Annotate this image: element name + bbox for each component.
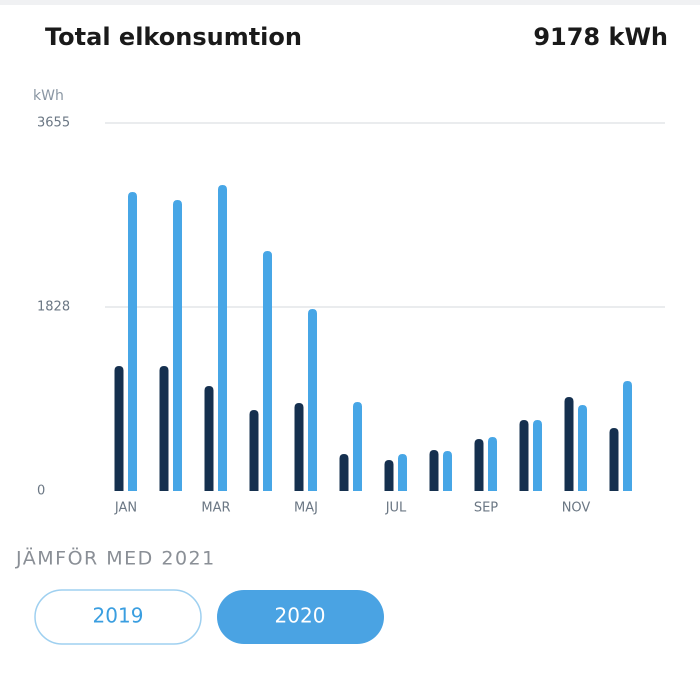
year-button-label[interactable]: 2020 [275, 604, 326, 628]
year-button-selected[interactable] [217, 590, 384, 644]
bar [249, 410, 259, 491]
bar [623, 380, 632, 491]
chart: 0 1828 3655 JAN MAR MAJ JUL SEP NOV [37, 116, 665, 516]
bar [609, 427, 619, 491]
bar [263, 250, 272, 491]
y-axis-label: kWh [33, 88, 64, 104]
x-tick-label: NOV [562, 501, 591, 516]
y-tick-label: 3655 [37, 116, 70, 131]
x-tick-label: MAJ [294, 501, 318, 516]
bar [429, 450, 439, 491]
title: Total elkonsumtion [45, 23, 302, 51]
year-button[interactable] [34, 589, 202, 645]
year-button-label[interactable]: 2019 [93, 604, 144, 628]
compare-label: JÄMFÖR MED 2021 [15, 547, 216, 570]
total: 9178 kWh [533, 23, 668, 51]
x-tick-label: SEP [474, 501, 498, 516]
x-tick-label: MAR [201, 501, 230, 516]
bar [519, 420, 529, 491]
y-tick-label: 1828 [37, 299, 70, 314]
x-tick-label: JAN [114, 501, 137, 516]
bar [564, 396, 574, 491]
bar [443, 451, 452, 491]
bar [173, 200, 182, 491]
bar [533, 420, 542, 491]
top-strip [0, 0, 700, 5]
x-tick-label: JUL [385, 501, 407, 516]
bar [474, 439, 484, 491]
bar [114, 366, 124, 491]
bar [128, 191, 137, 491]
bar [578, 405, 587, 491]
bar [308, 308, 317, 491]
bar [204, 385, 214, 491]
bar [488, 437, 497, 491]
bar [384, 459, 394, 491]
bar [353, 401, 362, 491]
bar [159, 366, 169, 491]
bar [294, 403, 304, 491]
bar [398, 454, 407, 491]
y-tick-label: 0 [37, 484, 45, 499]
bar [339, 454, 349, 491]
bar [218, 185, 227, 491]
